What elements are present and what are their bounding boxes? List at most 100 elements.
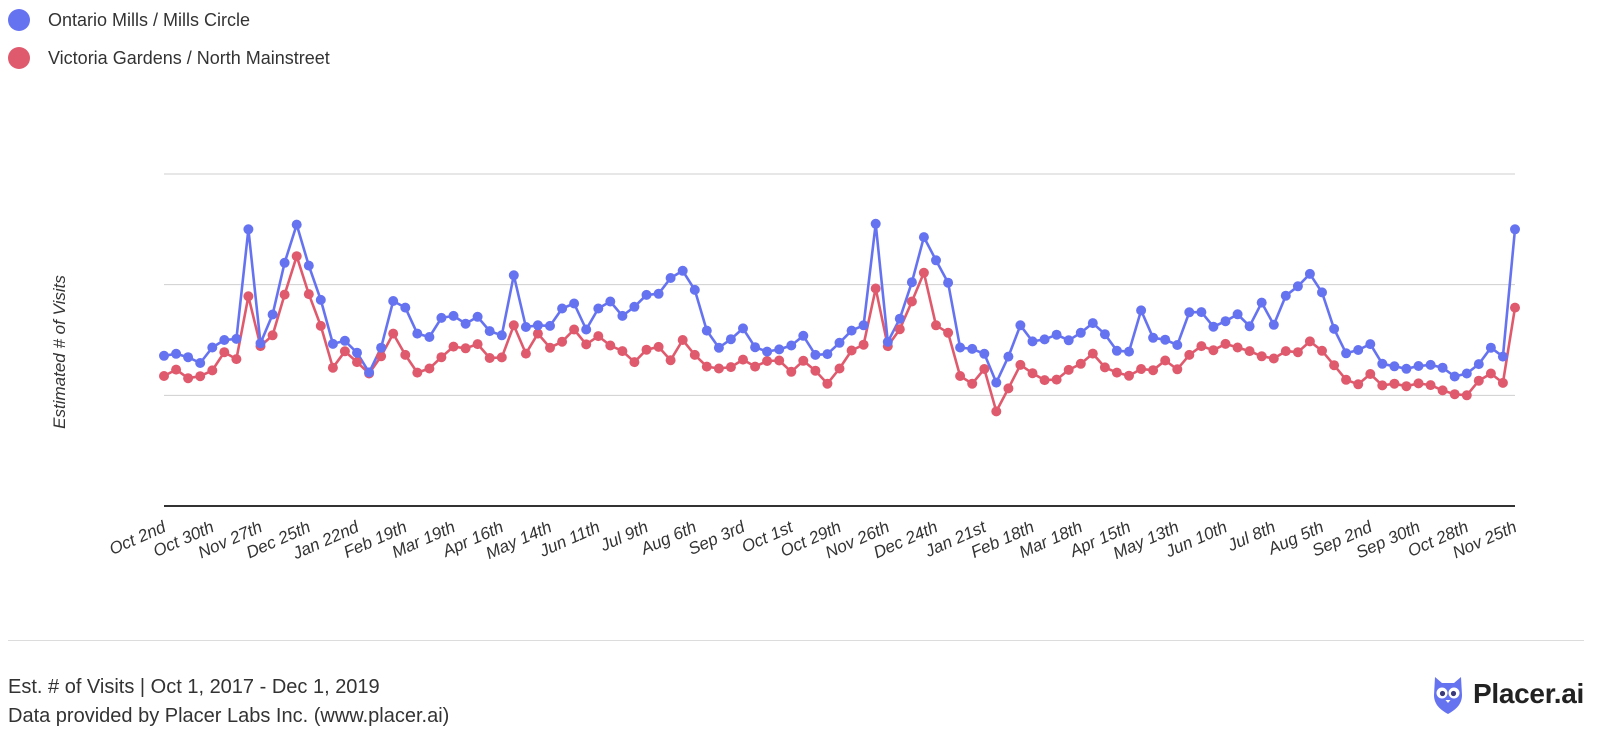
data-point-s1-1[interactable]: [171, 364, 182, 375]
data-point-s0-3[interactable]: [195, 358, 206, 368]
data-point-s1-107[interactable]: [1449, 389, 1460, 400]
data-point-s1-30[interactable]: [520, 348, 531, 359]
data-point-s1-26[interactable]: [472, 339, 483, 350]
data-point-s1-70[interactable]: [1003, 383, 1014, 394]
data-point-s0-94[interactable]: [1292, 281, 1303, 292]
data-point-s0-12[interactable]: [303, 260, 314, 271]
data-point-s0-83[interactable]: [1160, 334, 1171, 345]
data-point-s0-1[interactable]: [171, 348, 182, 359]
data-point-s0-40[interactable]: [641, 289, 652, 300]
legend-item-victoria-gardens[interactable]: Victoria Gardens / North Mainstreet: [8, 44, 330, 72]
data-point-s0-72[interactable]: [1027, 336, 1038, 347]
data-point-s1-57[interactable]: [846, 345, 857, 356]
data-point-s0-29[interactable]: [508, 270, 519, 281]
data-point-s1-47[interactable]: [725, 362, 736, 373]
data-point-s0-10[interactable]: [279, 257, 290, 268]
data-point-s0-86[interactable]: [1196, 307, 1207, 318]
data-point-s1-51[interactable]: [774, 355, 785, 366]
data-point-s0-47[interactable]: [725, 334, 736, 345]
data-point-s1-67[interactable]: [967, 378, 978, 389]
data-point-s0-70[interactable]: [1003, 351, 1014, 362]
data-point-s0-88[interactable]: [1220, 316, 1231, 327]
data-point-s1-55[interactable]: [822, 378, 833, 389]
data-point-s1-64[interactable]: [931, 320, 941, 331]
data-point-s0-76[interactable]: [1075, 327, 1086, 338]
data-point-s1-95[interactable]: [1304, 336, 1315, 347]
data-point-s0-52[interactable]: [786, 340, 797, 351]
data-point-s1-23[interactable]: [436, 352, 447, 363]
data-point-s0-99[interactable]: [1353, 345, 1364, 355]
data-point-s1-37[interactable]: [605, 340, 616, 351]
data-point-s1-10[interactable]: [279, 289, 290, 300]
data-point-s1-21[interactable]: [412, 367, 423, 378]
data-point-s1-32[interactable]: [545, 342, 555, 353]
data-point-s0-16[interactable]: [352, 347, 362, 358]
data-point-s0-9[interactable]: [267, 309, 278, 320]
data-point-s0-103[interactable]: [1401, 363, 1412, 374]
data-point-s0-31[interactable]: [532, 320, 543, 331]
data-point-s1-16[interactable]: [352, 357, 362, 368]
data-point-s1-63[interactable]: [918, 267, 929, 278]
data-point-s0-58[interactable]: [858, 320, 869, 331]
data-point-s0-77[interactable]: [1087, 318, 1098, 329]
data-point-s0-75[interactable]: [1063, 335, 1074, 346]
data-point-s1-80[interactable]: [1124, 370, 1134, 381]
data-point-s0-54[interactable]: [810, 349, 821, 360]
data-point-s0-46[interactable]: [713, 342, 724, 353]
data-point-s0-102[interactable]: [1389, 361, 1400, 372]
data-point-s1-82[interactable]: [1148, 365, 1159, 376]
data-point-s1-68[interactable]: [979, 364, 990, 374]
data-point-s0-73[interactable]: [1039, 334, 1050, 345]
data-point-s1-76[interactable]: [1075, 358, 1086, 369]
data-point-s1-5[interactable]: [219, 347, 230, 358]
data-point-s0-4[interactable]: [207, 342, 218, 353]
data-point-s0-30[interactable]: [520, 322, 531, 332]
data-point-s1-42[interactable]: [665, 355, 676, 366]
data-point-s1-89[interactable]: [1232, 342, 1243, 353]
data-point-s0-28[interactable]: [496, 330, 507, 341]
data-point-s1-18[interactable]: [376, 351, 387, 362]
data-point-s1-59[interactable]: [870, 283, 881, 294]
data-point-s0-32[interactable]: [545, 320, 555, 331]
data-point-s1-36[interactable]: [593, 331, 604, 342]
data-point-s0-15[interactable]: [339, 335, 350, 346]
data-point-s0-105[interactable]: [1425, 359, 1436, 370]
data-point-s1-65[interactable]: [943, 327, 954, 338]
data-point-s1-45[interactable]: [701, 361, 712, 372]
data-point-s0-53[interactable]: [798, 330, 809, 341]
data-point-s1-98[interactable]: [1341, 374, 1352, 385]
data-point-s1-61[interactable]: [894, 324, 905, 335]
data-point-s0-38[interactable]: [617, 310, 628, 321]
data-point-s1-74[interactable]: [1051, 374, 1062, 385]
data-point-s0-82[interactable]: [1148, 332, 1159, 343]
data-point-s1-102[interactable]: [1389, 378, 1400, 389]
data-point-s0-55[interactable]: [822, 349, 833, 360]
data-point-s1-86[interactable]: [1196, 341, 1207, 352]
data-point-s0-64[interactable]: [931, 255, 941, 266]
data-point-s0-0[interactable]: [159, 350, 169, 361]
data-point-s0-24[interactable]: [448, 310, 459, 321]
data-point-s1-46[interactable]: [713, 363, 724, 374]
data-point-s0-84[interactable]: [1172, 340, 1183, 350]
data-point-s1-103[interactable]: [1401, 381, 1412, 392]
data-point-s1-50[interactable]: [762, 356, 773, 366]
data-point-s0-49[interactable]: [750, 342, 761, 353]
data-point-s1-109[interactable]: [1473, 375, 1484, 386]
data-point-s0-79[interactable]: [1111, 345, 1122, 356]
data-point-s0-98[interactable]: [1341, 348, 1352, 359]
data-point-s1-20[interactable]: [400, 349, 411, 360]
data-point-s0-21[interactable]: [412, 328, 423, 339]
data-point-s0-27[interactable]: [484, 326, 495, 337]
data-point-s1-11[interactable]: [291, 251, 302, 262]
data-point-s1-87[interactable]: [1208, 345, 1219, 356]
data-point-s1-22[interactable]: [424, 363, 435, 374]
data-point-s1-92[interactable]: [1268, 353, 1279, 364]
data-point-s1-81[interactable]: [1136, 364, 1147, 374]
data-point-s1-0[interactable]: [159, 371, 169, 381]
data-point-s0-66[interactable]: [955, 342, 966, 353]
data-point-s1-13[interactable]: [315, 320, 326, 331]
data-point-s0-111[interactable]: [1497, 351, 1508, 362]
data-point-s1-7[interactable]: [243, 291, 254, 302]
data-point-s1-90[interactable]: [1244, 346, 1255, 357]
data-point-s0-61[interactable]: [894, 313, 905, 324]
